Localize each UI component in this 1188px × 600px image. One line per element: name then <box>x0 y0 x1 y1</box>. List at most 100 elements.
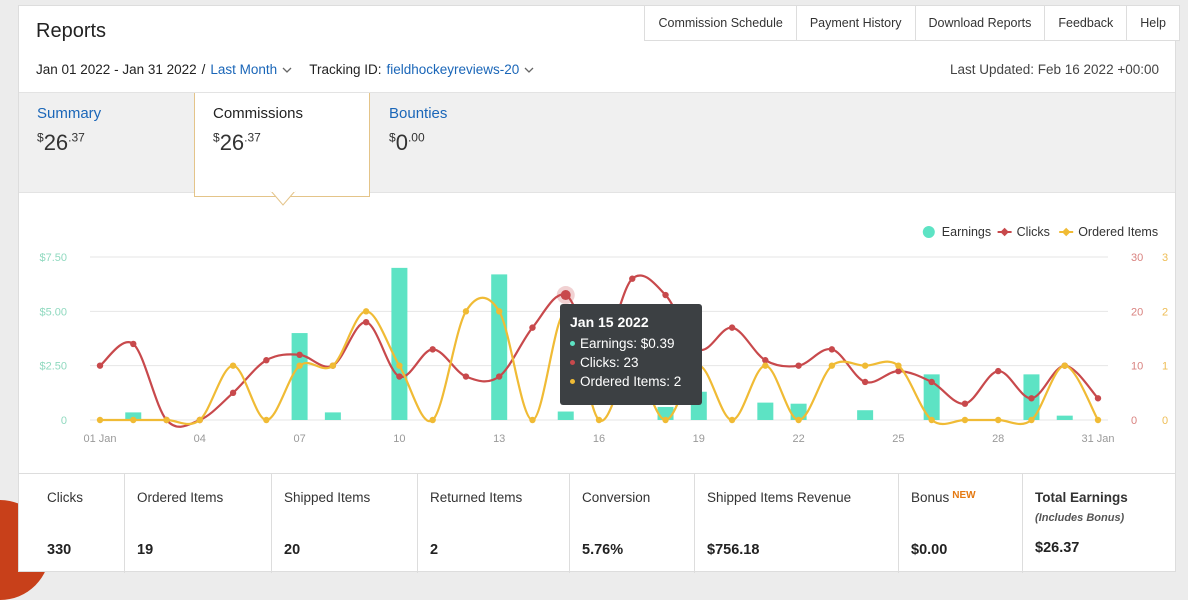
stat-value: 5.76% <box>582 542 624 558</box>
stat-value: 19 <box>137 542 154 558</box>
point <box>895 367 902 375</box>
bar <box>857 410 874 420</box>
bar <box>491 274 508 420</box>
period-select[interactable]: Last Month <box>210 62 278 77</box>
point <box>928 416 935 424</box>
tab-pointer-fill <box>271 191 295 192</box>
stat-label: Returned Items <box>430 490 523 505</box>
point <box>496 373 503 380</box>
point <box>995 416 1002 424</box>
nav-button[interactable]: Download Reports <box>914 5 1046 41</box>
x-tick-label: 10 <box>393 433 405 445</box>
tab[interactable]: Summary $26.37 <box>19 93 195 193</box>
tab[interactable]: Bounties $0.00 <box>371 93 547 193</box>
x-tick-label: 31 Jan <box>1081 433 1114 445</box>
point <box>462 308 470 315</box>
stat: Total Earnings (Includes Bonus) $26.37 <box>1022 474 1175 573</box>
last-updated: Last Updated: Feb 16 2022 +00:00 <box>949 62 1159 77</box>
bar <box>291 333 308 420</box>
point <box>229 389 237 397</box>
y3-tick-label: 1 <box>1162 361 1168 373</box>
legend-label: Clicks <box>1017 225 1050 239</box>
point <box>1094 416 1102 424</box>
y2-tick-label: 0 <box>1131 415 1137 427</box>
y-tick-label: $7.50 <box>39 252 67 264</box>
stat-value: 20 <box>284 542 301 558</box>
point <box>130 340 137 348</box>
point <box>196 416 203 424</box>
y-tick-label: $5.00 <box>39 306 67 318</box>
nav-button[interactable]: Feedback <box>1044 5 1128 41</box>
stat: Returned Items 2 <box>417 474 569 573</box>
point <box>362 308 370 315</box>
stat-label: Shipped Items Revenue <box>707 490 852 505</box>
bar <box>757 402 774 420</box>
point <box>928 378 935 386</box>
point <box>429 346 436 353</box>
point <box>795 362 802 369</box>
point <box>728 324 736 331</box>
point <box>1061 362 1068 369</box>
point <box>961 416 969 424</box>
tooltip-dot <box>570 379 575 384</box>
new-badge: NEW <box>952 490 976 501</box>
nav-button[interactable]: Commission Schedule <box>644 5 797 41</box>
tracking-label: Tracking ID: <box>309 62 382 77</box>
nav: Commission Schedule Payment History Down… <box>644 5 1180 41</box>
y2-tick-label: 20 <box>1131 306 1143 318</box>
stat-label: Conversion <box>582 490 651 505</box>
point <box>296 351 303 358</box>
stat-label: Clicks <box>47 490 83 505</box>
tooltip-dot <box>570 341 575 346</box>
stat-label: Ordered Items <box>137 490 224 505</box>
tab-selected[interactable]: Commissions $26.37 <box>194 93 370 197</box>
y-tick-label: 0 <box>61 415 67 427</box>
stat-label: Total Earnings <box>1035 490 1128 505</box>
x-tick-label: 13 <box>493 433 505 445</box>
tracking-select[interactable]: fieldhockeyreviews-20 <box>386 62 520 77</box>
stat: Clicks 330 <box>19 474 124 573</box>
nav-button[interactable]: Help <box>1126 5 1180 41</box>
x-tick-label: 19 <box>693 433 705 445</box>
tooltip-text: Earnings: $0.39 <box>580 336 675 351</box>
legend-label: Earnings <box>942 225 991 239</box>
date-range: Jan 01 2022 - Jan 31 2022 <box>36 62 197 77</box>
point <box>762 357 769 364</box>
tooltip-title: Jan 15 2022 <box>570 314 649 330</box>
point <box>1028 416 1035 424</box>
point <box>529 416 536 424</box>
bar <box>125 412 142 420</box>
x-tick-label: 07 <box>293 433 305 445</box>
filters: Jan 01 2022 - Jan 31 2022 / Last Month T… <box>36 62 534 77</box>
legend-label: Ordered Items <box>1078 225 1158 239</box>
tooltip-row: Earnings: $0.39 <box>570 336 692 351</box>
amount: 26 <box>43 130 69 155</box>
point <box>995 367 1002 375</box>
stat-label: Bonus <box>911 490 950 505</box>
bar <box>324 412 341 420</box>
tab-label: Bounties <box>389 105 448 122</box>
point <box>263 416 270 424</box>
point <box>396 373 403 380</box>
chevron <box>282 67 292 73</box>
y3-tick-label: 3 <box>1162 252 1168 264</box>
point <box>861 362 869 369</box>
page: Reports Commission Schedule Payment Hist… <box>0 5 1180 600</box>
point <box>861 378 869 386</box>
nav-button[interactable]: Payment History <box>795 5 916 41</box>
point <box>229 362 237 369</box>
point <box>662 416 669 424</box>
bar <box>790 403 807 420</box>
point <box>961 400 969 407</box>
point <box>96 362 104 369</box>
point <box>429 416 436 424</box>
tab-pointer <box>270 191 296 206</box>
stats: Clicks 330 Ordered Items 19 Shipped Items 2… <box>19 473 1175 573</box>
currency: $ <box>213 130 220 145</box>
tooltip-text: Clicks: 23 <box>580 355 639 370</box>
point <box>396 362 403 369</box>
currency: $ <box>37 130 44 145</box>
legend-marker <box>1061 227 1071 237</box>
y3-tick-label: 2 <box>1162 306 1168 318</box>
point <box>329 362 337 369</box>
